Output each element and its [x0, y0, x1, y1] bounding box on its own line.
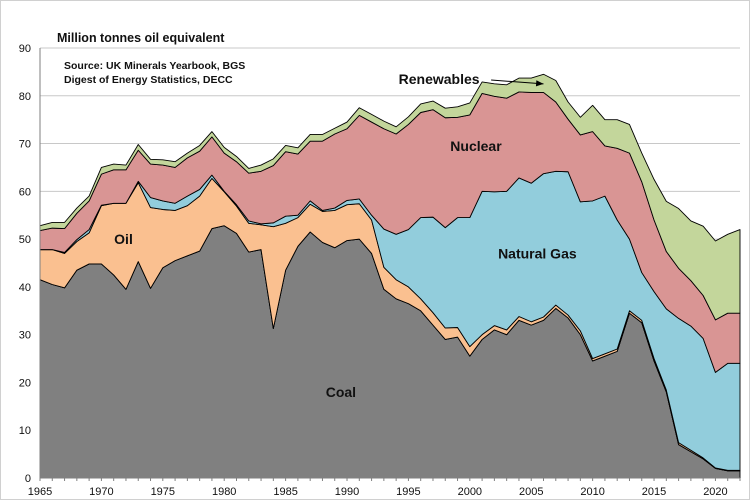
y-tick-label-50: 50	[19, 234, 31, 246]
x-tick-label-1970: 1970	[89, 486, 113, 498]
label-natural-gas: Natural Gas	[498, 245, 577, 261]
y-tick-label-60: 60	[19, 186, 31, 198]
label-coal: Coal	[326, 384, 356, 400]
area-renewables	[39, 73, 741, 321]
y-tick-label-80: 80	[19, 91, 31, 103]
y-tick-label-10: 10	[19, 425, 31, 437]
source-line-1: Source: UK Minerals Yearbook, BGS	[64, 60, 245, 72]
label-oil: Oil	[114, 231, 133, 247]
x-tick-label-2010: 2010	[580, 486, 604, 498]
axes	[39, 48, 741, 481]
x-tick-label-2020: 2020	[703, 486, 727, 498]
x-tick-label-1995: 1995	[396, 486, 420, 498]
unit-label: Million tonnes oil equivalent	[57, 31, 225, 45]
x-tick-label-1990: 1990	[335, 486, 359, 498]
y-tick-label-0: 0	[25, 473, 31, 485]
x-tick-labels: 1965 1970 1975 1980 1985 1990 1995 2000 2005 2010…	[28, 486, 728, 498]
x-tick-label-1980: 1980	[212, 486, 236, 498]
y-tick-label-90: 90	[19, 43, 31, 55]
x-tick-label-2000: 2000	[458, 486, 482, 498]
y-tick-label-70: 70	[19, 139, 31, 151]
x-tick-label-1965: 1965	[28, 486, 52, 498]
x-tick-label-2015: 2015	[642, 486, 666, 498]
y-tick-label-40: 40	[19, 282, 31, 294]
x-tick-label-2005: 2005	[519, 486, 543, 498]
x-tick-label-1975: 1975	[151, 486, 175, 498]
y-tick-label-30: 30	[19, 330, 31, 342]
label-renewables: Renewables	[399, 71, 480, 87]
renewables-pointer-arrowhead	[535, 80, 544, 87]
x-tick-label-1985: 1985	[273, 486, 297, 498]
source-line-2: Digest of Energy Statistics, DECC	[64, 74, 233, 86]
y-tick-labels: 0 10 20 30 40 50 60 70 80 90	[19, 43, 31, 485]
source-box	[62, 55, 262, 89]
y-tick-label-20: 20	[19, 377, 31, 389]
label-nuclear: Nuclear	[450, 138, 502, 154]
series-annotations: Coal Oil Natural Gas Nuclear Renewables	[114, 71, 577, 400]
stacked-areas	[39, 73, 741, 479]
renewables-pointer-line	[491, 79, 544, 85]
